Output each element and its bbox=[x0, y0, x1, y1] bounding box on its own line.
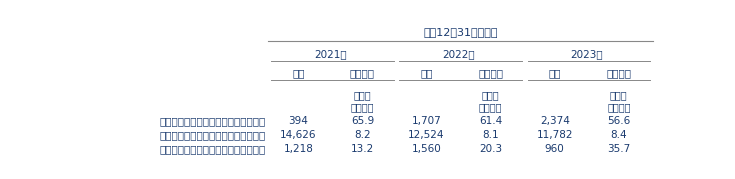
Text: 20.3: 20.3 bbox=[479, 144, 502, 154]
Text: 2022年: 2022年 bbox=[442, 49, 475, 59]
Text: 2021年: 2021年 bbox=[314, 49, 347, 59]
Text: 61.4: 61.4 bbox=[479, 116, 502, 126]
Text: 千元／台: 千元／台 bbox=[479, 102, 502, 112]
Text: 8.4: 8.4 bbox=[611, 130, 627, 140]
Text: 人民幣: 人民幣 bbox=[482, 90, 499, 100]
Text: 銷量: 銷量 bbox=[548, 69, 561, 79]
Text: 人民幣: 人民幣 bbox=[610, 90, 628, 100]
Text: 六軸協作機器人．．．．．．．．．．: 六軸協作機器人．．．．．．．．．． bbox=[159, 116, 265, 126]
Text: 銷量: 銷量 bbox=[420, 69, 433, 79]
Text: 1,218: 1,218 bbox=[284, 144, 313, 154]
Text: 1,560: 1,560 bbox=[412, 144, 442, 154]
Text: 四軸協作機器人．．．．．．．．．．: 四軸協作機器人．．．．．．．．．． bbox=[159, 130, 265, 140]
Text: 人民幣: 人民幣 bbox=[354, 90, 371, 100]
Text: 1,707: 1,707 bbox=[412, 116, 442, 126]
Text: 8.1: 8.1 bbox=[482, 130, 499, 140]
Text: 14,626: 14,626 bbox=[280, 130, 317, 140]
Text: 平均售價: 平均售價 bbox=[606, 69, 631, 79]
Text: 35.7: 35.7 bbox=[607, 144, 631, 154]
Text: 12,524: 12,524 bbox=[408, 130, 445, 140]
Text: 千元／台: 千元／台 bbox=[607, 102, 631, 112]
Text: 56.6: 56.6 bbox=[607, 116, 631, 126]
Text: 8.2: 8.2 bbox=[354, 130, 370, 140]
Text: 960: 960 bbox=[545, 144, 564, 154]
Text: 65.9: 65.9 bbox=[351, 116, 374, 126]
Text: 銷量: 銷量 bbox=[292, 69, 304, 79]
Text: 平均售價: 平均售價 bbox=[478, 69, 503, 79]
Text: 11,782: 11,782 bbox=[537, 130, 573, 140]
Text: 2023年: 2023年 bbox=[570, 49, 603, 59]
Text: 平均售價: 平均售價 bbox=[350, 69, 375, 79]
Text: 複合機器人．．．．．．．．．．．．: 複合機器人．．．．．．．．．．．． bbox=[159, 144, 265, 154]
Text: 截至12月31日止年度: 截至12月31日止年度 bbox=[423, 27, 498, 37]
Text: 千元／台: 千元／台 bbox=[351, 102, 374, 112]
Text: 13.2: 13.2 bbox=[351, 144, 374, 154]
Text: 394: 394 bbox=[288, 116, 308, 126]
Text: 2,374: 2,374 bbox=[539, 116, 570, 126]
